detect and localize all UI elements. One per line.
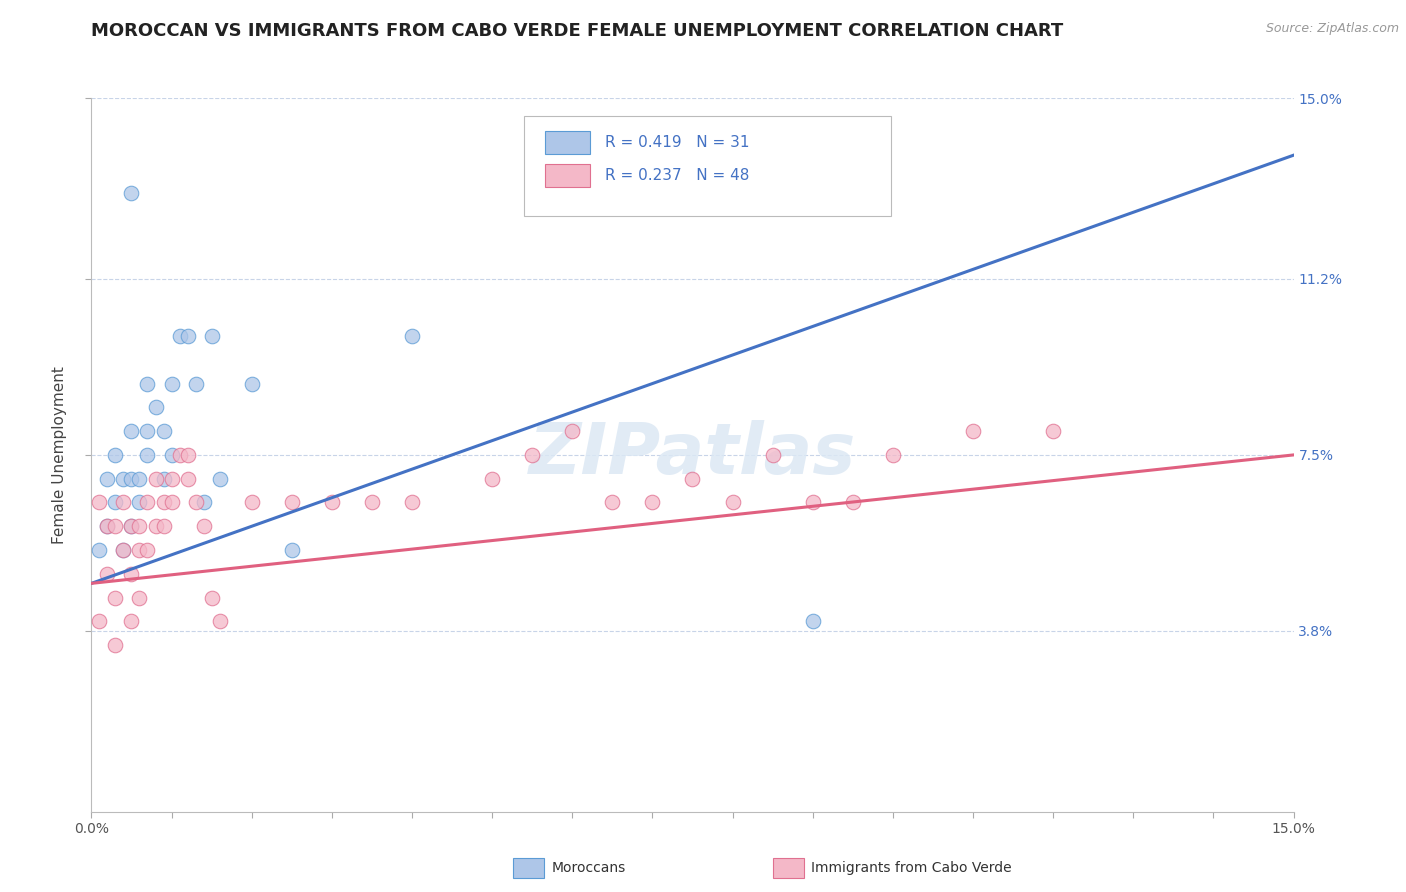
Point xyxy=(104,591,127,605)
Point xyxy=(145,519,167,533)
Point xyxy=(152,519,174,533)
Point xyxy=(160,376,183,391)
Point xyxy=(96,472,118,486)
Point xyxy=(121,519,143,533)
Point xyxy=(176,329,198,343)
Point xyxy=(176,448,198,462)
Point xyxy=(561,424,583,438)
Text: MOROCCAN VS IMMIGRANTS FROM CABO VERDE FEMALE UNEMPLOYMENT CORRELATION CHART: MOROCCAN VS IMMIGRANTS FROM CABO VERDE F… xyxy=(91,22,1064,40)
Point xyxy=(169,448,191,462)
Point xyxy=(240,376,263,391)
Point xyxy=(281,495,304,509)
Point xyxy=(801,615,824,629)
Point xyxy=(104,495,127,509)
Point xyxy=(401,495,423,509)
Point xyxy=(96,519,118,533)
Point xyxy=(136,543,159,558)
Point xyxy=(128,543,150,558)
Point xyxy=(121,186,143,201)
Point xyxy=(962,424,984,438)
Point xyxy=(169,329,191,343)
Point xyxy=(104,448,127,462)
Point xyxy=(360,495,382,509)
Point xyxy=(602,495,624,509)
Point xyxy=(201,591,224,605)
FancyBboxPatch shape xyxy=(524,116,891,216)
Point xyxy=(145,472,167,486)
Bar xyxy=(544,131,591,153)
Point xyxy=(641,495,664,509)
Point xyxy=(128,472,150,486)
Point xyxy=(152,495,174,509)
Point xyxy=(681,472,703,486)
Point xyxy=(240,495,263,509)
Point xyxy=(841,495,863,509)
Point xyxy=(89,495,111,509)
Point xyxy=(96,566,118,581)
Point xyxy=(1042,424,1064,438)
Text: Source: ZipAtlas.com: Source: ZipAtlas.com xyxy=(1265,22,1399,36)
Point xyxy=(281,543,304,558)
Point xyxy=(522,448,544,462)
Point xyxy=(160,448,183,462)
Bar xyxy=(544,164,591,187)
Point xyxy=(176,472,198,486)
Point xyxy=(112,543,135,558)
Point xyxy=(721,495,744,509)
Point xyxy=(401,329,423,343)
Point xyxy=(136,376,159,391)
Text: R = 0.237   N = 48: R = 0.237 N = 48 xyxy=(605,169,749,184)
Point xyxy=(89,615,111,629)
Point xyxy=(152,472,174,486)
Text: Immigrants from Cabo Verde: Immigrants from Cabo Verde xyxy=(811,861,1012,875)
Point xyxy=(481,472,503,486)
Point xyxy=(121,424,143,438)
Point xyxy=(160,495,183,509)
Point xyxy=(882,448,904,462)
Point xyxy=(121,519,143,533)
Y-axis label: Female Unemployment: Female Unemployment xyxy=(52,366,67,544)
Text: ZIPatlas: ZIPatlas xyxy=(529,420,856,490)
Point xyxy=(160,472,183,486)
Point xyxy=(801,495,824,509)
Point xyxy=(104,638,127,652)
Point xyxy=(89,543,111,558)
Point xyxy=(104,519,127,533)
Point xyxy=(152,424,174,438)
Point xyxy=(201,329,224,343)
Text: R = 0.419   N = 31: R = 0.419 N = 31 xyxy=(605,135,749,150)
Point xyxy=(121,566,143,581)
Point xyxy=(321,495,343,509)
Point xyxy=(128,519,150,533)
Point xyxy=(208,615,231,629)
Point xyxy=(136,495,159,509)
Point xyxy=(128,591,150,605)
Text: Moroccans: Moroccans xyxy=(551,861,626,875)
Point xyxy=(762,448,785,462)
Point xyxy=(121,472,143,486)
Point xyxy=(121,615,143,629)
Point xyxy=(112,543,135,558)
Point xyxy=(193,519,215,533)
Point xyxy=(96,519,118,533)
Point xyxy=(128,495,150,509)
Point xyxy=(208,472,231,486)
Point xyxy=(145,401,167,415)
Point xyxy=(136,448,159,462)
Point xyxy=(112,472,135,486)
Point xyxy=(136,424,159,438)
Point xyxy=(193,495,215,509)
Point xyxy=(184,376,207,391)
Point xyxy=(184,495,207,509)
Point xyxy=(112,495,135,509)
